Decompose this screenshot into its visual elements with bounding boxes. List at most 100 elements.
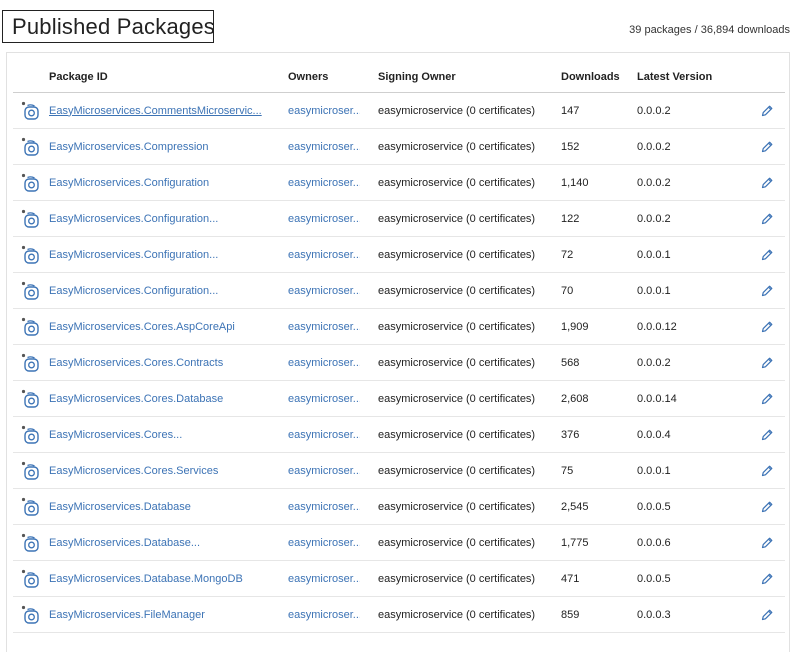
table-row: EasyMicroservices.Configuration... easymi… [13,200,785,237]
package-id-link[interactable]: EasyMicroservices.Cores... [49,428,183,441]
package-id-link[interactable]: EasyMicroservices.CommentsMicroservic... [49,104,262,117]
owner-cell: easymicroser... [288,308,378,345]
package-icon-cell [13,560,49,597]
table-row: EasyMicroservices.Compression easymicrose… [13,128,785,165]
owner-link[interactable]: easymicroser... [288,464,360,477]
signing-owner-cell: easymicroservice (0 certificates) [378,128,561,165]
latest-version-cell: 0.0.0.2 [637,344,755,381]
package-id-link[interactable]: EasyMicroservices.Compression [49,140,209,153]
latest-version-cell: 0.0.0.2 [637,200,755,237]
package-id-link[interactable]: EasyMicroservices.Cores.Contracts [49,356,224,369]
owner-link[interactable]: easymicroser... [288,140,360,153]
package-icon-cell [13,164,49,201]
table-row: EasyMicroservices.Configuration... easymi… [13,272,785,309]
downloads-cell: 2,545 [561,488,637,525]
downloads-cell: 122 [561,200,637,237]
pencil-icon[interactable] [760,500,774,514]
package-id-cell: EasyMicroservices.Configuration... [49,272,288,309]
table-row: EasyMicroservices.Cores.Services easymicr… [13,452,785,489]
owner-cell: easymicroser... [288,200,378,237]
icon-column-header [13,61,49,93]
pencil-icon[interactable] [760,212,774,226]
package-icon [21,569,39,588]
owner-cell: easymicroser... [288,236,378,273]
owner-link[interactable]: easymicroser... [288,500,360,513]
pencil-icon[interactable] [760,428,774,442]
package-icon [21,353,39,372]
table-row: EasyMicroservices.Configuration... easymi… [13,236,785,273]
table-header-row: Package ID Owners Signing Owner Download… [13,61,785,93]
pencil-icon[interactable] [760,140,774,154]
package-id-link[interactable]: EasyMicroservices.Configuration... [49,212,219,225]
downloads-cell: 152 [561,128,637,165]
owner-link[interactable]: easymicroser... [288,212,360,225]
latest-version-cell: 0.0.0.3 [637,596,755,633]
pencil-icon[interactable] [760,104,774,118]
package-id-link[interactable]: EasyMicroservices.FileManager [49,608,205,621]
owner-cell: easymicroser... [288,488,378,525]
signing-owner-cell: easymicroservice (0 certificates) [378,236,561,273]
downloads-cell: 147 [561,92,637,129]
pencil-icon[interactable] [760,248,774,262]
owner-link[interactable]: easymicroser... [288,536,360,549]
owner-link[interactable]: easymicroser... [288,572,360,585]
owner-link[interactable]: easymicroser... [288,284,360,297]
package-icon [21,425,39,444]
package-id-link[interactable]: EasyMicroservices.Database [49,500,191,513]
package-id-link[interactable]: EasyMicroservices.Configuration... [49,248,219,261]
table-row: EasyMicroservices.Cores... easymicroser..… [13,416,785,453]
package-id-cell: EasyMicroservices.Compression [49,128,288,165]
downloads-header: Downloads [561,61,637,93]
package-icon-cell [13,488,49,525]
package-id-link[interactable]: EasyMicroservices.Cores.AspCoreApi [49,320,235,333]
package-id-link[interactable]: EasyMicroservices.Database.MongoDB [49,572,243,585]
owner-link[interactable]: easymicroser... [288,320,360,333]
package-icon [21,605,39,624]
table-row: EasyMicroservices.Cores.AspCoreApi easymi… [13,308,785,345]
package-id-link[interactable]: EasyMicroservices.Configuration... [49,284,219,297]
latest-version-cell: 0.0.0.4 [637,416,755,453]
pencil-icon[interactable] [760,572,774,586]
owner-link[interactable]: easymicroser... [288,248,360,261]
package-id-cell: EasyMicroservices.Cores.Contracts [49,344,288,381]
signing-owner-cell: easymicroservice (0 certificates) [378,488,561,525]
owners-header: Owners [288,61,378,93]
pencil-icon[interactable] [760,392,774,406]
pencil-icon[interactable] [760,176,774,190]
edit-cell [755,128,785,165]
signing-owner-cell: easymicroservice (0 certificates) [378,200,561,237]
package-id-link[interactable]: EasyMicroservices.Configuration [49,176,210,189]
published-packages-toggle[interactable]: Published Packages [2,10,215,43]
latest-version-cell: 0.0.0.5 [637,560,755,597]
owner-cell: easymicroser... [288,452,378,489]
downloads-cell: 1,909 [561,308,637,345]
pencil-icon[interactable] [760,356,774,370]
signing-owner-cell: easymicroservice (0 certificates) [378,308,561,345]
latest-version-cell: 0.0.0.1 [637,452,755,489]
pencil-icon[interactable] [760,608,774,622]
owner-link[interactable]: easymicroser... [288,176,360,189]
table-row: EasyMicroservices.FileManager easymicrose… [13,596,785,633]
owner-link[interactable]: easymicroser... [288,428,360,441]
pencil-icon[interactable] [760,464,774,478]
owner-link[interactable]: easymicroser... [288,392,360,405]
package-summary: 39 packages / 36,894 downloads [629,24,790,36]
latest-version-header: Latest Version [637,61,755,93]
package-icon [21,173,39,192]
signing-owner-header: Signing Owner [378,61,561,93]
package-id-link[interactable]: EasyMicroservices.Database... [49,536,200,549]
package-id-link[interactable]: EasyMicroservices.Cores.Database [49,392,224,405]
edit-cell [755,380,785,417]
latest-version-cell: 0.0.0.14 [637,380,755,417]
edit-cell [755,236,785,273]
pencil-icon[interactable] [760,320,774,334]
downloads-cell: 471 [561,560,637,597]
package-id-link[interactable]: EasyMicroservices.Cores.Services [49,464,219,477]
owner-link[interactable]: easymicroser... [288,608,360,621]
signing-owner-cell: easymicroservice (0 certificates) [378,164,561,201]
owner-link[interactable]: easymicroser... [288,356,360,369]
package-icon [21,101,39,120]
pencil-icon[interactable] [760,536,774,550]
pencil-icon[interactable] [760,284,774,298]
owner-link[interactable]: easymicroser... [288,104,360,117]
